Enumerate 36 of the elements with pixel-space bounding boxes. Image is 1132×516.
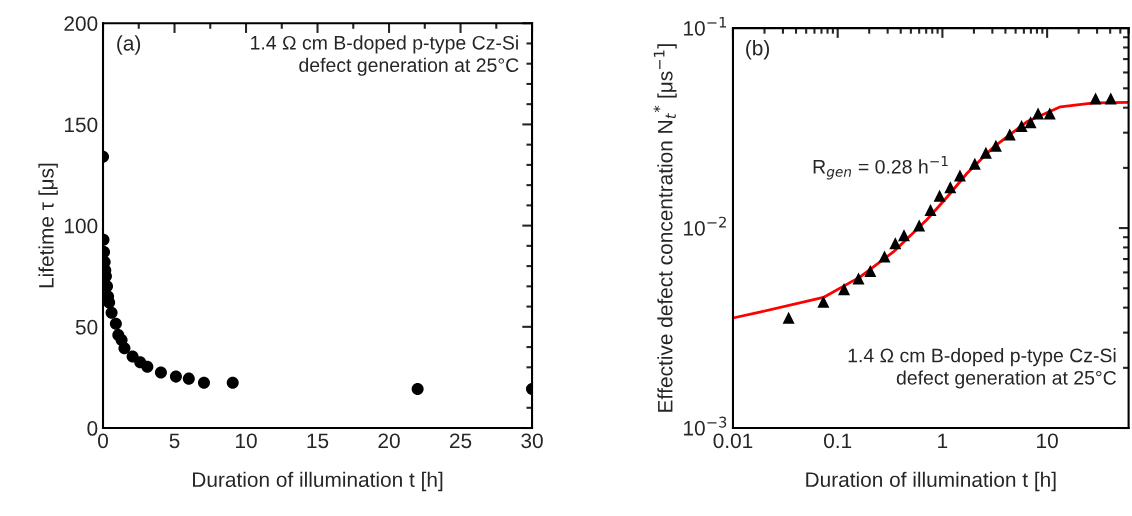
point: [169, 370, 182, 383]
x-tick-label: 1: [938, 433, 948, 448]
y-tick-label: 100: [64, 218, 98, 234]
x-axis-title: Duration of illumination t [h]: [806, 471, 1056, 492]
x-tick-label: 5: [169, 433, 180, 449]
x-tick-label: 30: [521, 433, 543, 449]
y-tick-label: 50: [75, 319, 98, 335]
annotation: 1.4 Ω cm B-doped p-type Cz-Si defect generation at 25°C: [848, 348, 1117, 389]
y-axis-title: Effective defect concentration N$_{t}$$^{*}$ [μs$^{−1}$]: [653, 44, 677, 412]
y-axis-title: Lifetime τ [μs]: [38, 163, 58, 288]
y-tick-label: 10$^{−2}$: [684, 216, 726, 236]
x-tick-label: 0.1: [824, 433, 852, 449]
x-tick-label: 10: [236, 433, 257, 449]
x-tick-label: 10: [1037, 433, 1058, 449]
annotation: (a): [117, 35, 141, 55]
point: [411, 382, 424, 395]
point: [141, 360, 154, 373]
point: [182, 372, 195, 385]
point: [118, 342, 131, 355]
y-tick-label: 200: [64, 16, 98, 31]
annotation: (b): [746, 40, 770, 60]
y-tick-label: 10$^{−1}$: [684, 16, 727, 36]
x-tick-label: 15: [307, 433, 329, 449]
point: [197, 376, 210, 389]
point: [109, 317, 122, 330]
y-tick-label: 0: [87, 421, 98, 436]
x-axis-title: Duration of illumination t [h]: [193, 471, 443, 492]
point: [226, 376, 239, 389]
point: [154, 366, 167, 379]
annotation: R$_{gen}$ = 0.28 h$^{−1}$: [813, 156, 948, 180]
x-tick-label: 20: [378, 433, 400, 449]
point: [105, 306, 118, 319]
x-tick-label: 0: [98, 433, 108, 449]
annotation: 1.4 Ω cm B-doped p-type Cz-Si defect generation at 25°C: [251, 35, 519, 76]
x-tick-label: 25: [450, 433, 472, 449]
y-tick-label: 150: [64, 117, 98, 133]
